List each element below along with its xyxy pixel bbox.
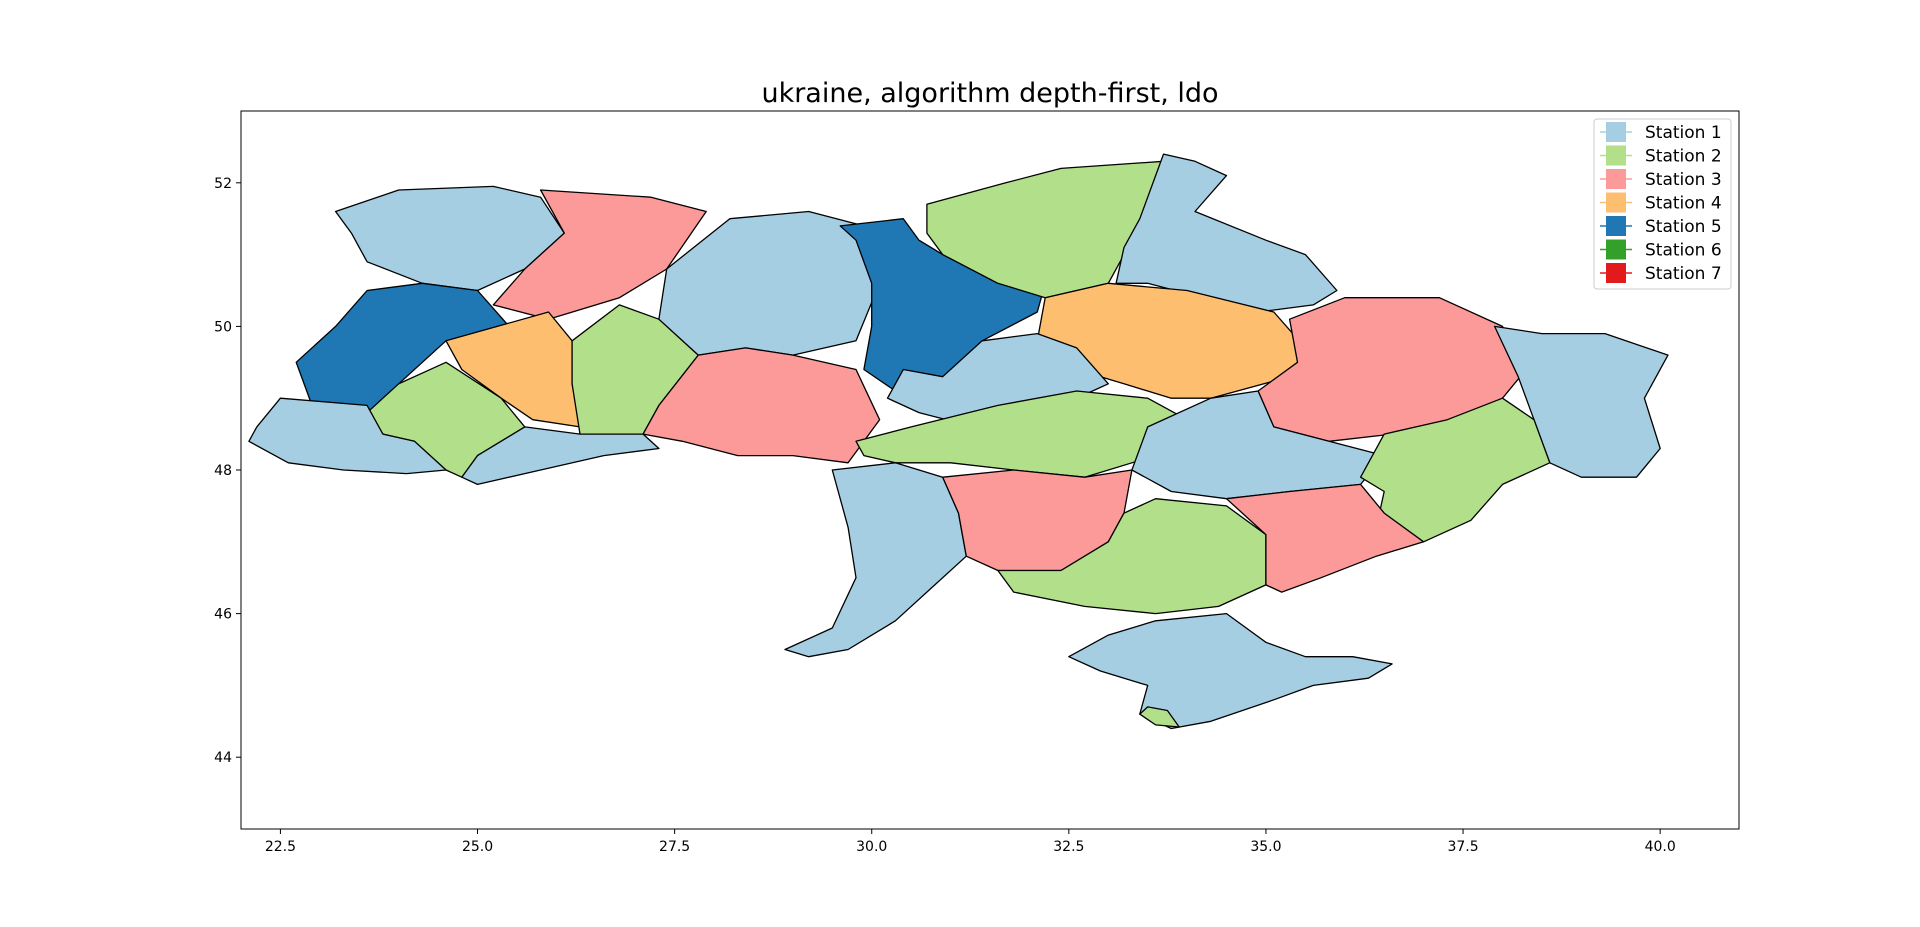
x-tick-label: 32.5 [1053,839,1084,855]
region-station-1 [1068,612,1393,730]
legend-swatch [1606,216,1626,236]
region-station-1 [1493,325,1669,478]
x-tick-label: 22.5 [265,839,296,855]
legend-label: Station 7 [1645,264,1722,284]
legend-label: Station 6 [1645,241,1722,261]
region-station-1 [784,462,967,658]
x-axis-ticks: 22.5 25.0 27.5 30.0 32.5 35.0 37.5 40.0 [265,829,1676,855]
region-station-1 [1115,153,1338,313]
x-tick-label: 35.0 [1250,839,1281,855]
region-station-3 [1225,483,1425,593]
y-tick-label: 48 [214,463,232,479]
legend-label: Station 5 [1645,217,1722,237]
legend-swatch [1606,239,1626,260]
region-station-1 [461,426,660,486]
x-tick-label: 40.0 [1645,839,1676,855]
legend-box [1593,118,1732,290]
legend-label: Station 3 [1645,170,1722,190]
x-tick-label: 37.5 [1447,839,1478,855]
y-tick-label: 44 [214,750,232,766]
region-station-3 [492,189,707,320]
legend: Station 1 Station 2 Station 3 Station 4 Stat… [1593,118,1732,290]
legend-label: Station 1 [1645,123,1722,143]
y-tick-label: 52 [214,176,232,192]
region-station-1 [658,210,881,356]
x-tick-label: 25.0 [462,839,493,855]
x-tick-label: 27.5 [659,839,690,855]
y-axis-ticks: 44 46 48 50 52 [214,176,241,766]
legend-swatch [1606,263,1626,283]
region-station-2 [1139,706,1180,728]
legend-swatch [1606,122,1626,142]
x-tick-label: 30.0 [856,839,887,855]
map-title: ukraine, algorithm depth-first, ldo [761,78,1218,109]
y-tick-label: 50 [214,319,232,335]
legend-swatch [1606,192,1626,213]
legend-label: Station 4 [1645,194,1722,214]
legend-swatch [1606,169,1626,189]
map-regions [248,153,1669,730]
y-tick-label: 46 [214,607,232,623]
legend-label: Station 2 [1645,147,1722,167]
region-station-2 [1359,397,1551,543]
legend-swatch [1606,145,1626,166]
region-station-1 [248,397,447,475]
